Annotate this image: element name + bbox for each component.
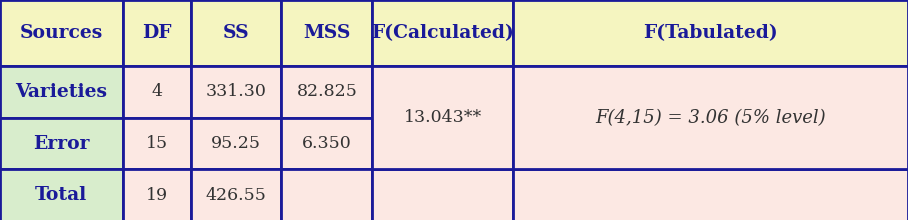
Bar: [513, 0, 908, 66]
Text: MSS: MSS: [303, 24, 350, 42]
Bar: [281, 0, 372, 66]
Bar: [191, 0, 281, 66]
Bar: [123, 66, 191, 118]
Bar: [513, 66, 908, 169]
Bar: [372, 0, 513, 66]
Bar: [0, 169, 123, 220]
Bar: [123, 118, 191, 169]
Bar: [123, 169, 191, 220]
Bar: [0, 0, 123, 66]
Bar: [372, 66, 513, 118]
Text: Sources: Sources: [20, 24, 103, 42]
Bar: [191, 118, 281, 169]
Bar: [372, 66, 513, 169]
Text: 19: 19: [145, 187, 168, 204]
Bar: [513, 118, 908, 169]
Text: F(Tabulated): F(Tabulated): [643, 24, 778, 42]
Bar: [513, 66, 908, 118]
Bar: [281, 169, 372, 220]
Text: DF: DF: [142, 24, 172, 42]
Bar: [123, 0, 191, 66]
Bar: [513, 169, 908, 220]
Bar: [372, 118, 513, 169]
Text: 426.55: 426.55: [205, 187, 267, 204]
Text: Varieties: Varieties: [15, 83, 107, 101]
Bar: [191, 66, 281, 118]
Text: 82.825: 82.825: [296, 83, 358, 100]
Text: F(Calculated): F(Calculated): [371, 24, 514, 42]
Bar: [191, 169, 281, 220]
Text: Error: Error: [33, 135, 90, 152]
Bar: [0, 66, 123, 118]
Text: 331.30: 331.30: [205, 83, 267, 100]
Text: 13.043**: 13.043**: [403, 109, 482, 126]
Bar: [0, 118, 123, 169]
Text: 6.350: 6.350: [302, 135, 351, 152]
Bar: [281, 66, 372, 118]
Bar: [281, 118, 372, 169]
Text: Total: Total: [35, 186, 87, 204]
Text: 4: 4: [151, 83, 163, 100]
Text: F(4,15) = 3.06 (5% level): F(4,15) = 3.06 (5% level): [596, 109, 825, 127]
Bar: [372, 169, 513, 220]
Text: 15: 15: [145, 135, 168, 152]
Text: SS: SS: [222, 24, 250, 42]
Text: 95.25: 95.25: [211, 135, 262, 152]
